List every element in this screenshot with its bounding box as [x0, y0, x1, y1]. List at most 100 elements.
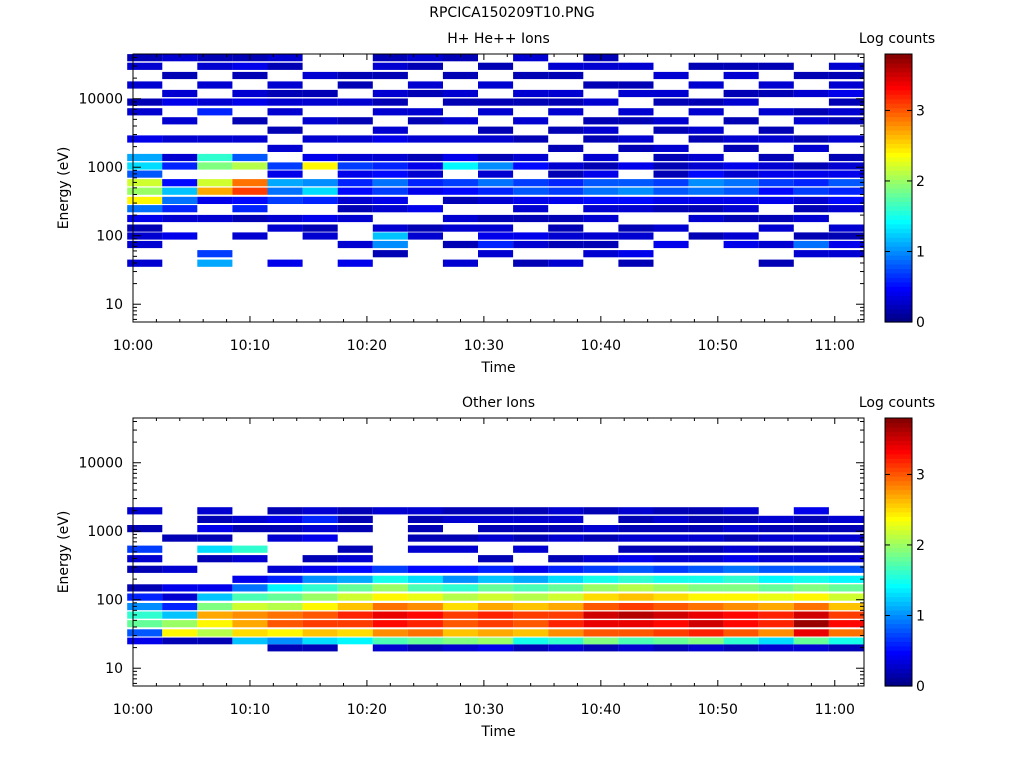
heatmap-cells	[127, 507, 864, 652]
heatmap-cell	[267, 644, 303, 652]
heatmap-cell	[478, 81, 514, 89]
heatmap-cell	[267, 611, 303, 619]
heatmap-cell	[793, 144, 829, 152]
colorbar-segment	[885, 476, 912, 482]
heatmap-cell	[548, 71, 584, 80]
heatmap-cell	[197, 153, 233, 162]
heatmap-cell	[513, 179, 549, 187]
heatmap-cell	[442, 620, 478, 628]
colorbar-segment	[885, 560, 912, 566]
heatmap-cell	[478, 214, 514, 223]
heatmap-cell	[618, 162, 654, 170]
heatmap-cell	[232, 89, 268, 98]
heatmap-cell	[372, 62, 408, 70]
heatmap-cell	[688, 525, 724, 533]
heatmap-cell	[583, 196, 619, 204]
heatmap-cell	[758, 565, 794, 573]
heatmap-cell	[372, 179, 408, 187]
heatmap-cell	[337, 179, 373, 187]
colorbar-segment	[885, 467, 912, 473]
heatmap-cell	[583, 555, 619, 563]
heatmap-cell	[513, 565, 549, 573]
heatmap-cell	[407, 545, 443, 553]
colorbar-tick-label: 1	[916, 608, 925, 624]
heatmap-cell	[653, 575, 689, 583]
heatmap-cell	[337, 196, 373, 204]
heatmap-cell	[407, 565, 443, 573]
colorbar-label: Log counts	[859, 31, 935, 47]
heatmap-cell	[267, 179, 303, 187]
colorbar-segment	[885, 80, 912, 86]
heatmap-cell	[688, 187, 724, 195]
heatmap-cell	[337, 593, 373, 601]
heatmap-cell	[828, 89, 864, 98]
heatmap-cell	[232, 62, 268, 70]
heatmap-cell	[653, 205, 689, 213]
heatmap-cell	[267, 515, 303, 523]
colorbar-segment	[885, 525, 912, 531]
heatmap-cell	[758, 240, 794, 249]
heatmap-cell	[688, 644, 724, 652]
heatmap-cell	[478, 135, 514, 143]
heatmap-cell	[653, 187, 689, 195]
heatmap-cell	[653, 603, 689, 611]
heatmap-cell	[407, 117, 443, 125]
heatmap-cell	[513, 603, 549, 611]
heatmap-cell	[688, 62, 724, 70]
heatmap-cell	[513, 629, 549, 637]
heatmap-cell	[618, 144, 654, 152]
heatmap-cell	[583, 81, 619, 89]
heatmap-cell	[127, 611, 163, 619]
heatmap-cell	[723, 205, 759, 213]
heatmap-cell	[548, 62, 584, 70]
heatmap-cell	[653, 565, 689, 573]
heatmap-cell	[793, 71, 829, 80]
heatmap-cell	[478, 240, 514, 249]
heatmap-cell	[197, 162, 233, 170]
heatmap-cell	[162, 117, 198, 125]
colorbar-segment	[885, 308, 912, 314]
y-tick-label: 10000	[78, 456, 123, 472]
heatmap-cell	[828, 593, 864, 601]
heatmap-cell	[197, 620, 233, 628]
heatmap-cell	[828, 62, 864, 70]
heatmap-cell	[442, 179, 478, 187]
heatmap-cell	[267, 54, 303, 62]
colorbar-segment	[885, 677, 912, 683]
heatmap-cell	[793, 565, 829, 573]
heatmap-cell	[688, 637, 724, 645]
x-tick-label: 10:20	[347, 702, 387, 718]
heatmap-cell	[372, 153, 408, 162]
heatmap-cell	[478, 187, 514, 195]
heatmap-cell	[548, 515, 584, 523]
heatmap-cell	[372, 565, 408, 573]
colorbar-segment	[885, 654, 912, 660]
colorbar-segment	[885, 659, 912, 665]
heatmap-cell	[127, 205, 163, 213]
heatmap-cell	[372, 98, 408, 106]
heatmap-cell	[513, 584, 549, 592]
colorbar-segment	[885, 632, 912, 638]
colorbar-segment	[885, 196, 912, 202]
heatmap-cell	[267, 565, 303, 573]
heatmap-cell	[197, 507, 233, 515]
heatmap-cell	[407, 170, 443, 178]
heatmap-cell	[583, 584, 619, 592]
panel-title: Other Ions	[462, 395, 535, 411]
heatmap-cell	[583, 205, 619, 213]
colorbar-segment	[885, 565, 912, 571]
heatmap-cell	[337, 162, 373, 170]
colorbar-segment	[885, 85, 912, 91]
heatmap-cell	[723, 525, 759, 533]
colorbar-segment	[885, 174, 912, 180]
heatmap-cell	[407, 187, 443, 195]
colorbar-segment	[885, 103, 912, 109]
colorbar-segment	[885, 592, 912, 598]
heatmap-cell	[548, 603, 584, 611]
heatmap-cell	[723, 144, 759, 152]
heatmap-cell	[127, 162, 163, 170]
heatmap-cell	[442, 196, 478, 204]
heatmap-cell	[127, 637, 163, 645]
heatmap-cell	[618, 611, 654, 619]
heatmap-cell	[723, 565, 759, 573]
